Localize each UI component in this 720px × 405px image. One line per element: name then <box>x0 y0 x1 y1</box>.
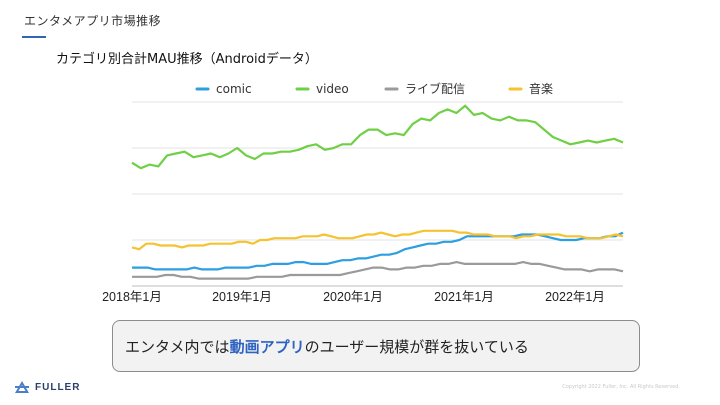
legend-label: video <box>316 82 349 96</box>
company-logo: FULLER <box>14 380 80 394</box>
chart-title: カテゴリ別合計MAU推移（Androidデータ） <box>56 52 318 67</box>
series-line-音楽 <box>131 229 624 251</box>
series-line-ライブ配信 <box>132 261 624 280</box>
header-accent-rule <box>22 36 46 38</box>
x-tick-label: 2019年1月 <box>212 290 272 304</box>
x-tick-label: 2018年1月 <box>102 290 162 304</box>
chart-legend: comic video ライブ配信 音楽 <box>195 81 553 96</box>
summary-callout: エンタメ内では 動画アプリ のユーザー規模が群を抜いている <box>112 320 640 372</box>
x-axis-ticks: 2018年1月 2019年1月 2020年1月 2021年1月 2022年1月 <box>102 290 605 304</box>
series-line-video <box>131 104 624 170</box>
callout-prefix: エンタメ内では <box>125 337 230 356</box>
page-header-title: エンタメアプリ市場推移 <box>24 14 162 28</box>
series-line-comic <box>132 231 624 271</box>
line-chart: comic video ライブ配信 音楽 2018年1月 2019年1月 2020年1月 2… <box>102 81 624 304</box>
callout-suffix: のユーザー規模が群を抜いている <box>304 337 529 356</box>
chart-grid <box>132 101 623 287</box>
x-tick-label: 2022年1月 <box>545 290 605 304</box>
copyright-text: Copyright 2022 Fuller, Inc. All Rights R… <box>562 384 680 390</box>
legend-label: 音楽 <box>529 81 553 96</box>
x-tick-label: 2020年1月 <box>323 290 383 304</box>
x-tick-label: 2021年1月 <box>434 290 494 304</box>
chart-series-lines <box>131 104 624 280</box>
legend-label: comic <box>216 82 252 96</box>
callout-highlight: 動画アプリ <box>229 337 305 356</box>
fuller-logo-icon <box>15 381 29 393</box>
logo-text: FULLER <box>35 381 81 393</box>
legend-label: ライブ配信 <box>405 81 465 96</box>
